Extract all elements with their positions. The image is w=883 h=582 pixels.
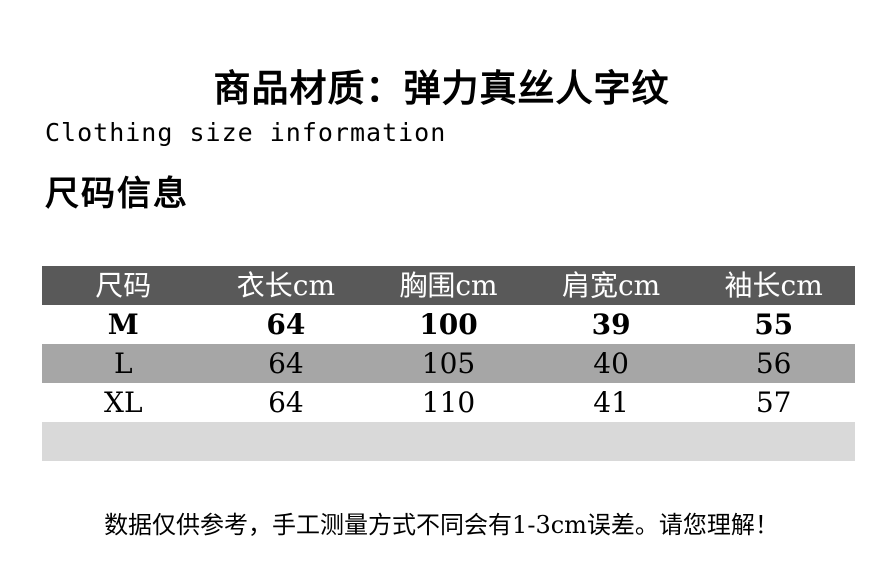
value-cell: 39 (591, 308, 631, 341)
header-cell-bust: 胸围cm (399, 269, 498, 302)
value-cell: 64 (268, 386, 304, 419)
header-cell-size: 尺码 (95, 269, 152, 302)
value-cell: 100 (419, 308, 478, 341)
value-cell: 40 (593, 347, 629, 380)
table-row-empty (42, 422, 855, 461)
size-table: 尺码 衣长cm 胸围cm 肩宽cm 袖长cm M 64 100 39 55 L … (42, 266, 855, 461)
table-row-m: M 64 100 39 55 (42, 305, 855, 344)
value-cell: 41 (593, 386, 629, 419)
product-material-title: 商品材质：弹力真丝人字纹 (213, 66, 670, 110)
table-row-xl: XL 64 110 41 57 (42, 383, 855, 422)
size-cell: L (114, 347, 133, 380)
value-cell: 64 (266, 308, 306, 341)
size-cell: XL (104, 386, 143, 419)
value-cell: 110 (421, 386, 476, 419)
value-cell: 64 (268, 347, 304, 380)
header-cell-sleeve: 袖长cm (724, 269, 823, 302)
header-cell-shoulder: 肩宽cm (561, 269, 661, 302)
value-cell: 56 (755, 347, 792, 380)
size-info-heading: 尺码信息 (45, 174, 189, 214)
value-cell: 105 (421, 347, 476, 380)
size-table-header-row: 尺码 衣长cm 胸围cm 肩宽cm 袖长cm (42, 266, 855, 305)
table-row-l: L 64 105 40 56 (42, 344, 855, 383)
size-cell: M (107, 308, 139, 341)
value-cell: 57 (755, 386, 792, 419)
value-cell: 55 (754, 308, 794, 341)
size-info-subtitle-en: Clothing size information (45, 118, 447, 147)
header-cell-length: 衣长cm (236, 269, 335, 302)
measurement-disclaimer-note: 数据仅供参考，手工测量方式不同会有1-3cm误差。请您理解！ (104, 511, 779, 539)
